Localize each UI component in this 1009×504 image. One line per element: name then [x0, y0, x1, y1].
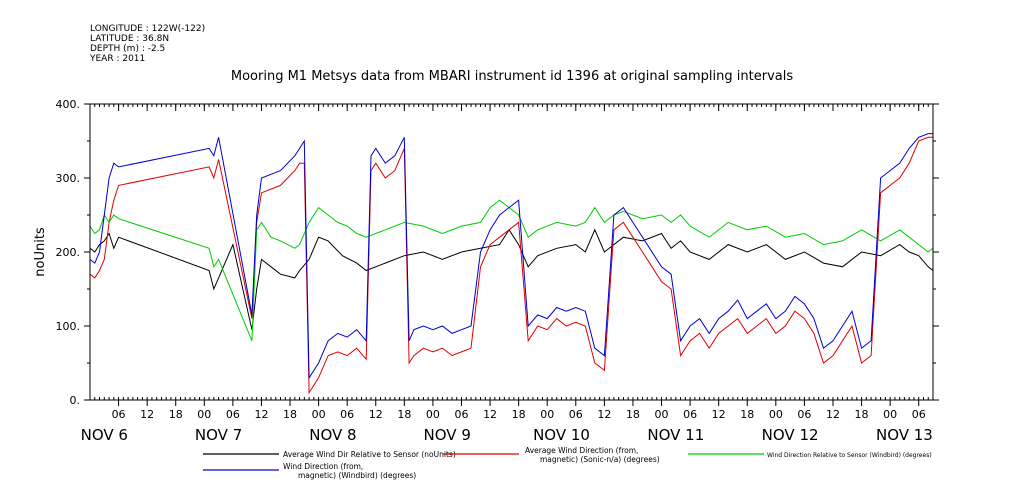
day-label: NOV 10	[533, 426, 590, 444]
x-tick-label: 18	[740, 408, 754, 421]
x-tick-label: 06	[112, 408, 126, 421]
day-label: NOV 11	[647, 426, 704, 444]
x-tick-label: 18	[626, 408, 640, 421]
x-tick-label: 00	[197, 408, 211, 421]
chart-title: Mooring M1 Metsys data from MBARI instru…	[231, 69, 793, 84]
legend-label-2: Average Wind Direction (from,	[525, 446, 638, 455]
y-axis-label: noUnits	[33, 227, 48, 277]
day-label: NOV 6	[81, 426, 128, 444]
x-tick-label: 06	[226, 408, 240, 421]
legend-label-4: Wind Direction (from,	[283, 462, 363, 471]
x-tick-label: 18	[855, 408, 869, 421]
x-tick-label: 12	[483, 408, 497, 421]
year-label: YEAR : 2011	[89, 54, 145, 64]
series-line-4	[90, 133, 933, 380]
x-tick-label: 06	[569, 408, 583, 421]
day-label: NOV 7	[195, 426, 242, 444]
day-label: NOV 8	[309, 426, 356, 444]
day-label: NOV 13	[876, 426, 933, 444]
x-tick-label: 00	[540, 408, 554, 421]
x-tick-label: 06	[683, 408, 697, 421]
legend-label-1: Average Wind Dir Relative to Sensor (noU…	[283, 450, 456, 459]
x-tick-label: 06	[912, 408, 926, 421]
y-tick-label: 200.	[56, 246, 81, 259]
series-line-3	[90, 199, 933, 341]
x-tick-label: 12	[369, 408, 383, 421]
series-line-1	[90, 228, 933, 330]
x-tick-label: 00	[426, 408, 440, 421]
legend-label-3: Wind Direction Relative to Sensor (Windb…	[767, 452, 932, 459]
x-tick-label: 12	[826, 408, 840, 421]
y-tick-label: 300.	[56, 172, 81, 185]
x-tick-label: 12	[597, 408, 611, 421]
x-tick-label: 18	[512, 408, 526, 421]
x-tick-label: 18	[397, 408, 411, 421]
x-tick-label: 18	[283, 408, 297, 421]
longitude-label: LONGITUDE : 122W(-122)	[90, 24, 205, 34]
x-tick-label: 00	[655, 408, 669, 421]
x-tick-label: 00	[312, 408, 326, 421]
x-tick-label: 18	[169, 408, 183, 421]
day-label: NOV 12	[762, 426, 819, 444]
x-tick-label: 12	[254, 408, 268, 421]
y-tick-label: 400.	[56, 98, 81, 111]
x-tick-label: 00	[769, 408, 783, 421]
x-tick-label: 12	[712, 408, 726, 421]
x-tick-label: 00	[883, 408, 897, 421]
day-label: NOV 9	[424, 426, 471, 444]
latitude-label: LATITUDE : 36.8N	[90, 34, 169, 44]
depth-label: DEPTH (m) : -2.5	[90, 44, 165, 54]
x-tick-label: 12	[140, 408, 154, 421]
legend-label-4-line2: magnetic) (Windbird) (degrees)	[298, 471, 416, 480]
x-tick-label: 06	[340, 408, 354, 421]
x-tick-label: 06	[797, 408, 811, 421]
y-tick-label: 0.	[70, 394, 81, 407]
y-tick-label: 100.	[56, 320, 81, 333]
series-line-2	[90, 136, 933, 395]
legend-label-2-line2: magnetic) (Sonic-n/a) (degrees)	[540, 455, 660, 464]
plot-frame	[89, 103, 934, 401]
x-tick-label: 06	[454, 408, 468, 421]
